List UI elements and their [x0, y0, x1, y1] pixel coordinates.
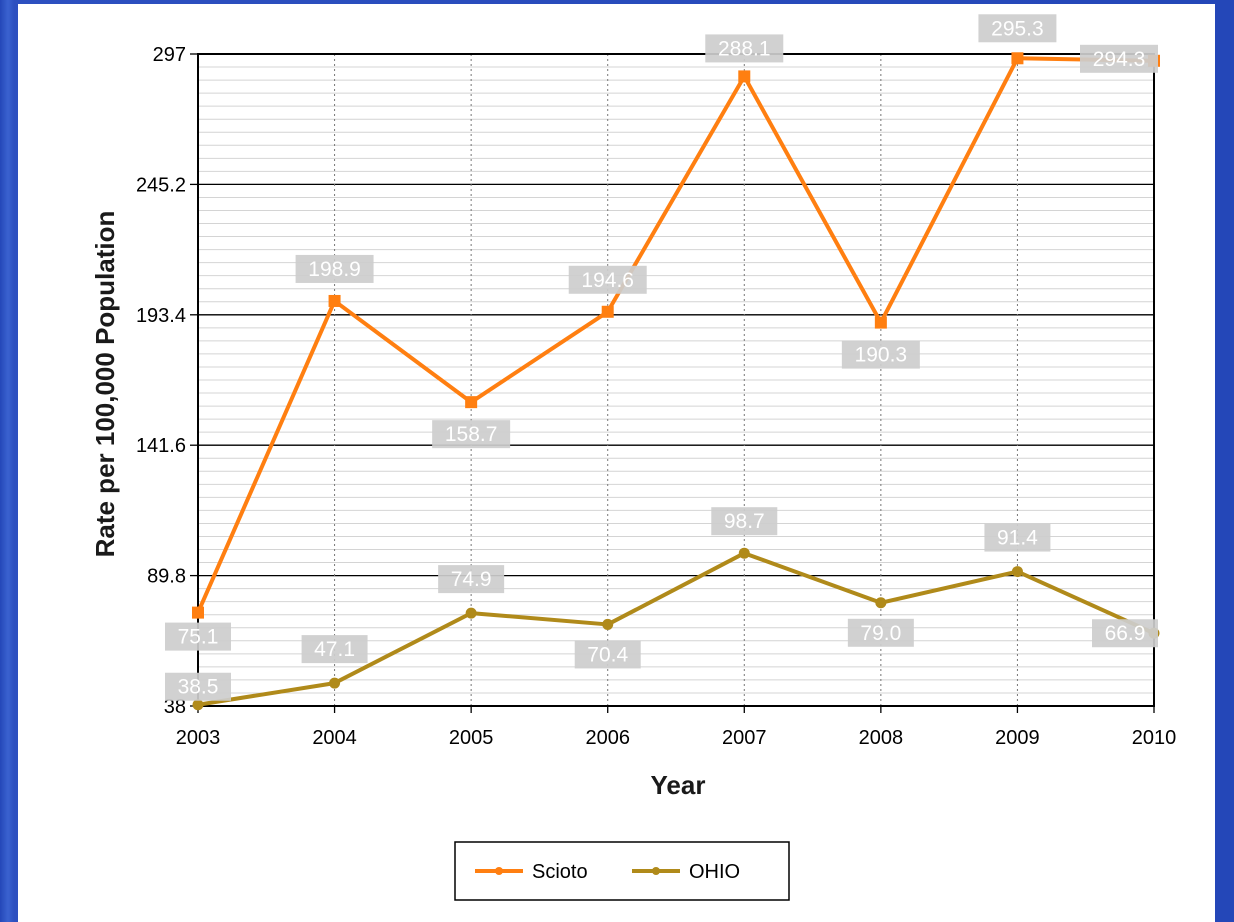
scioto-series-line [196, 56, 1155, 614]
x-tick-label: 2006 [585, 727, 630, 749]
ohio-data-label: 38.5 [165, 672, 231, 701]
x-tick-label: 2009 [995, 727, 1040, 749]
y-tick-label: 297 [153, 44, 186, 66]
ohio-marker [192, 699, 204, 711]
y-tick-label: 193.4 [136, 305, 186, 327]
chart-panel: 38 89.8 141.6 193.4 245.2 297 2003 2004 2005 200… [18, 4, 1215, 922]
scioto-data-label: 75.1 [165, 622, 231, 651]
data-label-box [841, 340, 920, 369]
legend-ohio-label: OHIO [689, 861, 740, 883]
y-axis-title: Rate per 100,000 Population [90, 211, 120, 558]
scioto-marker [738, 70, 751, 83]
scioto-data-label: 158.7 [432, 420, 511, 449]
legend: Scioto OHIO [454, 841, 790, 901]
ohio-marker [465, 607, 477, 619]
data-label-text: 70.4 [587, 643, 628, 666]
legend-ohio-marker [652, 867, 660, 875]
scioto-marker [328, 294, 341, 307]
data-label-text: 66.9 [1105, 622, 1146, 645]
data-label-text: 194.6 [581, 269, 634, 292]
data-label-text: 47.1 [314, 638, 355, 661]
x-tick-label: 2008 [859, 727, 904, 749]
scioto-data-label: 194.6 [568, 265, 647, 294]
x-tick-label: 2005 [449, 727, 494, 749]
ohio-data-label: 98.7 [711, 507, 778, 536]
data-label-text: 158.7 [445, 423, 498, 446]
x-tick-label: 2003 [176, 727, 221, 749]
data-label-text: 295.3 [991, 17, 1044, 40]
data-label-box [295, 254, 374, 283]
data-label-box [711, 507, 778, 536]
data-label-text: 38.5 [178, 676, 219, 699]
data-label-box [984, 523, 1051, 552]
data-label-text: 288.1 [718, 37, 771, 60]
data-label-box [568, 265, 647, 294]
scioto-marker [874, 316, 887, 329]
x-axis-title: Year [651, 770, 706, 800]
scioto-marker [1011, 52, 1024, 65]
scioto-marker [601, 305, 614, 318]
y-axis-tick-labels: 38 89.8 141.6 193.4 245.2 297 [136, 44, 186, 718]
ohio-marker [738, 547, 750, 559]
data-label-text: 294.3 [1093, 48, 1146, 71]
y-tick-label: 141.6 [136, 435, 186, 457]
x-tick-label: 2010 [1132, 727, 1177, 749]
x-tick-label: 2004 [312, 727, 357, 749]
data-label-box [438, 565, 505, 594]
ohio-data-label: 79.0 [847, 618, 914, 647]
data-label-text: 198.9 [308, 258, 361, 281]
data-label-box [165, 622, 231, 651]
data-label-layer: 75.1 198.9 158.7 194.6 288.1 190.3 295.3 294.3 3… [165, 14, 1158, 701]
data-label-box [1092, 619, 1158, 648]
data-label-box [1080, 44, 1158, 73]
data-label-text: 98.7 [724, 510, 765, 533]
minor-gridlines [198, 66, 1154, 694]
ohio-data-label: 66.9 [1092, 619, 1158, 648]
data-label-box [165, 672, 231, 701]
scioto-data-label: 198.9 [295, 254, 374, 283]
scioto-marker [465, 396, 478, 409]
legend-scioto-label: Scioto [532, 861, 588, 883]
scioto-data-label: 190.3 [841, 340, 920, 369]
ohio-marker [875, 597, 887, 609]
ohio-marker [329, 677, 341, 689]
data-label-box [978, 14, 1057, 43]
ohio-series-line [197, 551, 1155, 707]
ohio-data-label: 47.1 [301, 635, 368, 664]
data-label-box [705, 34, 784, 63]
data-label-box [574, 640, 641, 669]
data-label-box [847, 618, 914, 647]
data-label-text: 79.0 [860, 622, 901, 645]
ohio-data-label: 70.4 [574, 640, 641, 669]
x-axis-tick-labels: 2003 2004 2005 2006 2007 2008 2009 2010 [176, 727, 1177, 749]
data-label-box [432, 420, 511, 449]
vertical-gridlines [197, 54, 1155, 713]
data-label-box [301, 635, 368, 664]
data-label-text: 91.4 [997, 527, 1038, 550]
y-tick-label: 245.2 [136, 174, 186, 196]
plot-area-frame [197, 53, 1155, 707]
series-layer [192, 52, 1160, 711]
scioto-data-label: 288.1 [705, 34, 784, 63]
data-label-text: 75.1 [178, 626, 219, 649]
data-label-text: 74.9 [451, 568, 492, 591]
ohio-marker [602, 618, 614, 630]
data-label-text: 190.3 [855, 344, 908, 367]
scioto-data-label: 294.3 [1080, 44, 1158, 73]
ohio-data-label: 74.9 [438, 565, 505, 594]
y-tick-label: 89.8 [147, 566, 186, 588]
scioto-data-label: 295.3 [978, 14, 1057, 43]
ohio-data-label: 91.4 [984, 523, 1051, 552]
ohio-marker [1011, 566, 1023, 578]
x-tick-label: 2007 [722, 727, 767, 749]
scioto-marker [192, 606, 204, 619]
legend-scioto-marker [495, 867, 503, 875]
y-tick-label: 38 [164, 696, 186, 718]
